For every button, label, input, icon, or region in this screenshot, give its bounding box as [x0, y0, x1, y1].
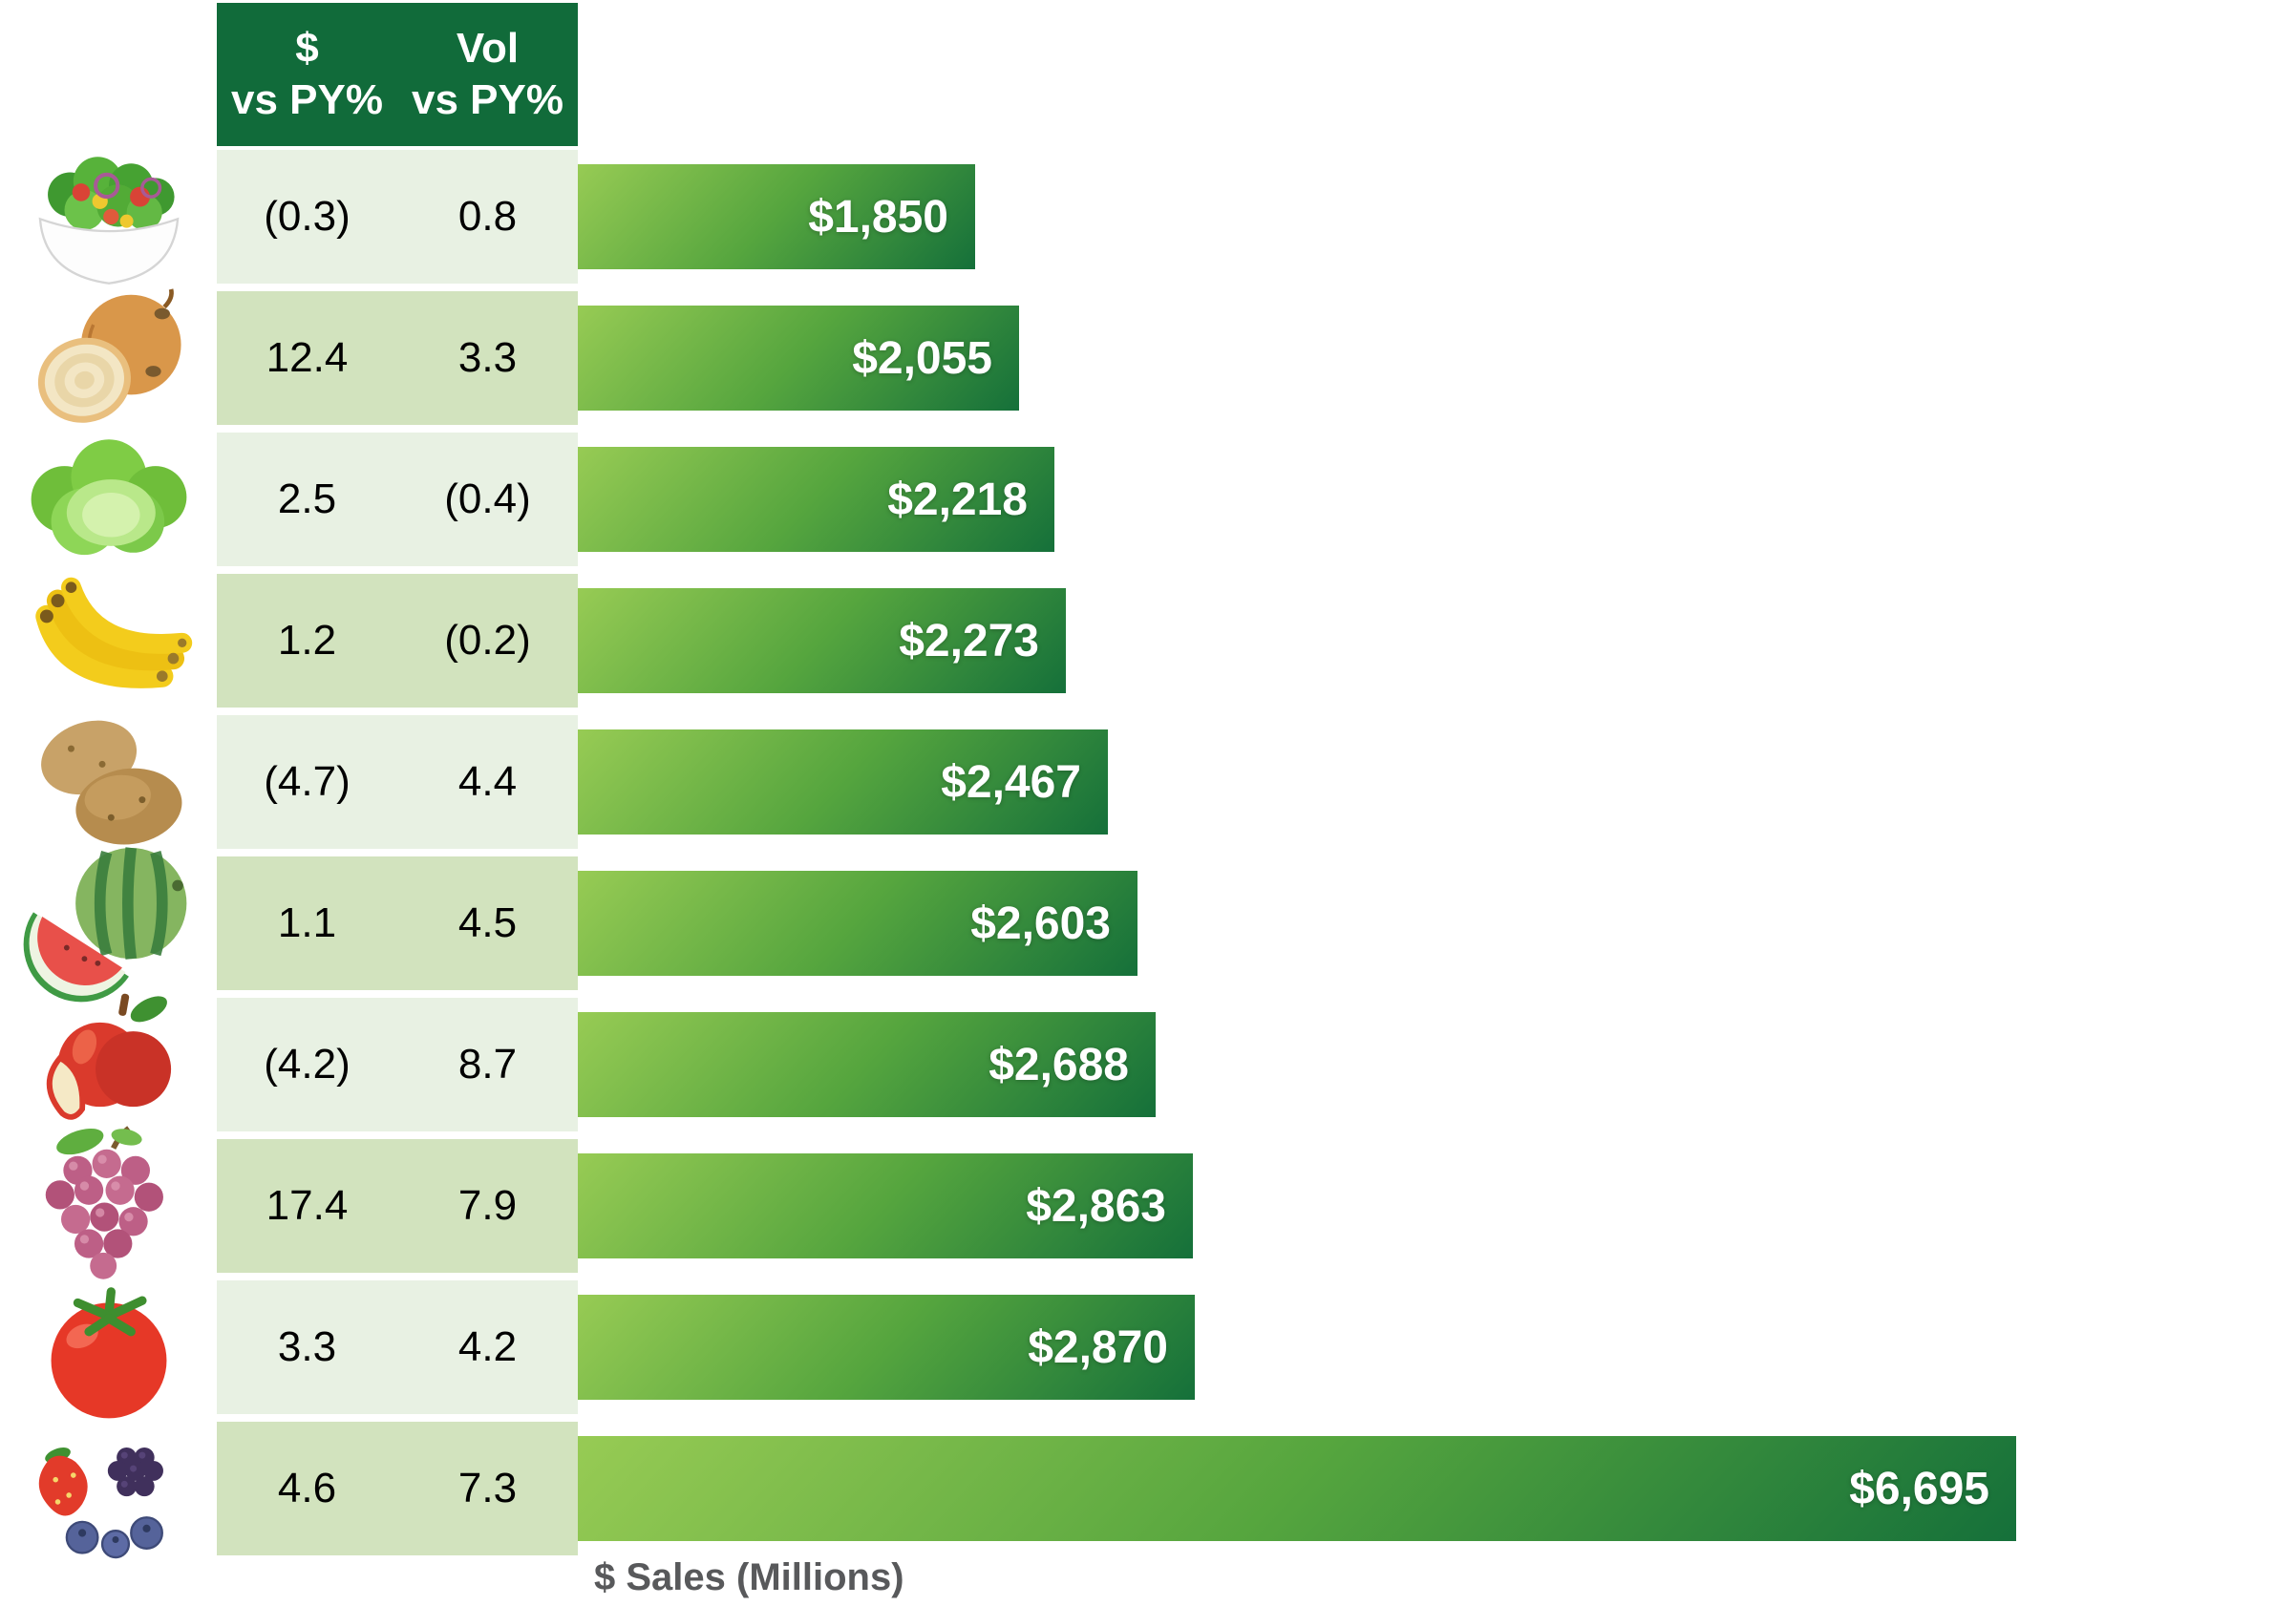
sales-value-label: $2,273	[899, 615, 1039, 666]
x-axis-label: $ Sales (Millions)	[594, 1556, 904, 1598]
sales-value-label: $2,218	[887, 474, 1028, 525]
vol-vs-py-value: (0.2)	[444, 617, 531, 664]
sales-bar: $2,603	[578, 871, 1137, 976]
header-dollar-vs-py: $ vs PY%	[217, 3, 397, 146]
py-values-cell: (4.7) 4.4	[217, 715, 578, 849]
produce-icon-cell	[0, 715, 217, 849]
dollar-vs-py-value: 1.1	[277, 899, 337, 946]
produce-icon-cell	[0, 1280, 217, 1414]
sales-bar: $1,850	[578, 164, 975, 269]
produce-row-tomato: 3.3 4.2 $2,870	[0, 1280, 2296, 1414]
py-values-cell: 4.6 7.3	[217, 1422, 578, 1555]
sales-bar: $2,688	[578, 1012, 1156, 1117]
produce-icon-cell	[0, 150, 217, 284]
dollar-vs-py-value: (0.3)	[264, 193, 351, 240]
produce-icon-cell	[0, 1422, 217, 1555]
vol-vs-py-value: 4.2	[457, 1323, 518, 1370]
vol-vs-py-value: 3.3	[457, 334, 518, 381]
dollar-vs-py-value: 1.2	[277, 617, 337, 664]
produce-row-onion: 12.4 3.3 $2,055	[0, 291, 2296, 425]
dollar-vs-py-value: 2.5	[277, 475, 337, 522]
produce-row-grapes: 17.4 7.9 $2,863	[0, 1139, 2296, 1273]
vol-vs-py-value: 7.9	[457, 1182, 518, 1229]
header-vol-vs-py: Vol vs PY%	[397, 3, 578, 146]
sales-bar: $2,218	[578, 447, 1054, 552]
produce-row-salad: (0.3) 0.8 $1,850	[0, 150, 2296, 284]
vol-vs-py-value: (0.4)	[444, 475, 531, 522]
produce-row-apple: (4.2) 8.7 $2,688	[0, 998, 2296, 1131]
sales-value-label: $2,467	[941, 756, 1081, 808]
sales-bar: $2,870	[578, 1295, 1195, 1400]
sales-value-label: $6,695	[1849, 1463, 1989, 1514]
dollar-vs-py-value: 3.3	[277, 1323, 337, 1370]
sales-value-label: $2,688	[989, 1039, 1129, 1090]
sales-bar: $2,273	[578, 588, 1066, 693]
produce-row-lettuce: 2.5 (0.4) $2,218	[0, 433, 2296, 566]
header-vol-line2: vs PY%	[412, 76, 563, 123]
produce-row-berries: 4.6 7.3 $6,695	[0, 1422, 2296, 1555]
vol-vs-py-value: 0.8	[457, 193, 518, 240]
produce-icon-cell	[0, 574, 217, 708]
header-dollar-line2: vs PY%	[231, 76, 383, 123]
produce-row-watermelon: 1.1 4.5 $2,603	[0, 856, 2296, 990]
sales-value-label: $2,870	[1028, 1321, 1168, 1373]
produce-row-banana: 1.2 (0.2) $2,273	[0, 574, 2296, 708]
py-values-cell: (4.2) 8.7	[217, 998, 578, 1131]
sales-value-label: $1,850	[808, 191, 948, 243]
sales-bar: $2,467	[578, 729, 1108, 835]
produce-icon-cell	[0, 1139, 217, 1273]
sales-bar: $2,863	[578, 1153, 1193, 1258]
produce-icon-cell	[0, 433, 217, 566]
py-values-cell: 1.2 (0.2)	[217, 574, 578, 708]
chart-rows: (0.3) 0.8 $1,850 12.4 3.3 $2,055 2.5 (0.…	[0, 150, 2296, 1555]
sales-value-label: $2,603	[970, 898, 1111, 949]
vol-vs-py-value: 4.5	[457, 899, 518, 946]
py-values-cell: 2.5 (0.4)	[217, 433, 578, 566]
berries-icon	[20, 1400, 198, 1577]
sales-value-label: $2,863	[1026, 1180, 1166, 1232]
py-values-cell: 1.1 4.5	[217, 856, 578, 990]
sales-bar: $6,695	[578, 1436, 2016, 1541]
py-values-cell: 3.3 4.2	[217, 1280, 578, 1414]
dollar-vs-py-value: 12.4	[266, 334, 349, 381]
py-values-cell: 12.4 3.3	[217, 291, 578, 425]
vol-vs-py-value: 4.4	[457, 758, 518, 805]
dollar-vs-py-value: 4.6	[277, 1465, 337, 1511]
header-dollar-line1: $	[295, 25, 319, 73]
sales-value-label: $2,055	[852, 332, 992, 384]
produce-row-potato: (4.7) 4.4 $2,467	[0, 715, 2296, 849]
vol-vs-py-value: 7.3	[457, 1465, 518, 1511]
py-values-cell: (0.3) 0.8	[217, 150, 578, 284]
produce-icon-cell	[0, 998, 217, 1131]
dollar-vs-py-value: (4.7)	[264, 758, 351, 805]
vol-vs-py-value: 8.7	[457, 1041, 518, 1088]
dollar-vs-py-value: (4.2)	[264, 1041, 351, 1088]
header-vol-line1: Vol	[456, 25, 520, 73]
produce-icon-cell	[0, 291, 217, 425]
table-header: $ vs PY% Vol vs PY%	[217, 3, 578, 146]
sales-bar: $2,055	[578, 306, 1019, 411]
produce-icon-cell	[0, 856, 217, 990]
dollar-vs-py-value: 17.4	[266, 1182, 349, 1229]
py-values-cell: 17.4 7.9	[217, 1139, 578, 1273]
